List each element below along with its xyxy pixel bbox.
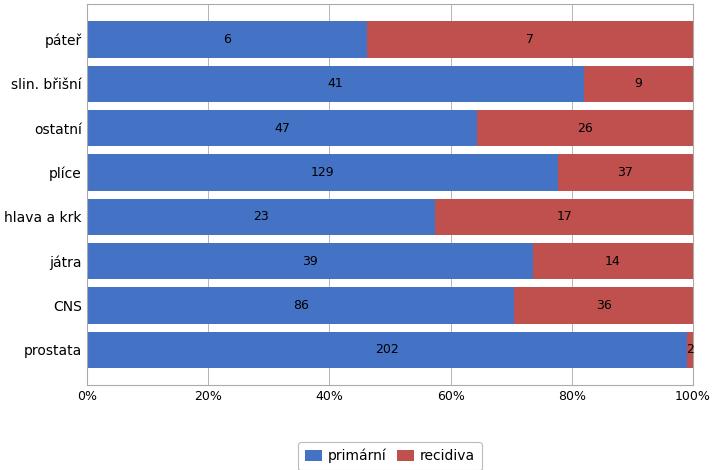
Bar [533, 243, 693, 280]
Bar [87, 110, 477, 147]
Text: 36: 36 [596, 299, 611, 312]
Bar [87, 199, 435, 235]
Bar [584, 66, 693, 102]
Text: 41: 41 [327, 78, 343, 91]
Bar [477, 110, 693, 147]
Text: 7: 7 [526, 33, 534, 46]
Text: 202: 202 [375, 344, 399, 356]
Bar [514, 288, 693, 324]
Text: 39: 39 [302, 255, 318, 268]
Bar [87, 288, 514, 324]
Text: 129: 129 [311, 166, 335, 179]
Text: 9: 9 [634, 78, 642, 91]
Text: 47: 47 [275, 122, 290, 135]
Bar [435, 199, 693, 235]
Bar [687, 332, 693, 368]
Text: 2: 2 [686, 344, 694, 356]
Bar [87, 243, 533, 280]
Text: 86: 86 [292, 299, 309, 312]
Text: 23: 23 [254, 211, 270, 223]
Bar [87, 66, 584, 102]
Text: 6: 6 [223, 33, 231, 46]
Legend: primární, recidiva: primární, recidiva [298, 442, 482, 470]
Bar [87, 155, 558, 191]
Text: 14: 14 [605, 255, 621, 268]
Bar [87, 332, 687, 368]
Bar [367, 22, 693, 58]
Text: 17: 17 [556, 211, 572, 223]
Text: 26: 26 [577, 122, 593, 135]
Text: 37: 37 [618, 166, 633, 179]
Bar [87, 22, 367, 58]
Bar [558, 155, 693, 191]
